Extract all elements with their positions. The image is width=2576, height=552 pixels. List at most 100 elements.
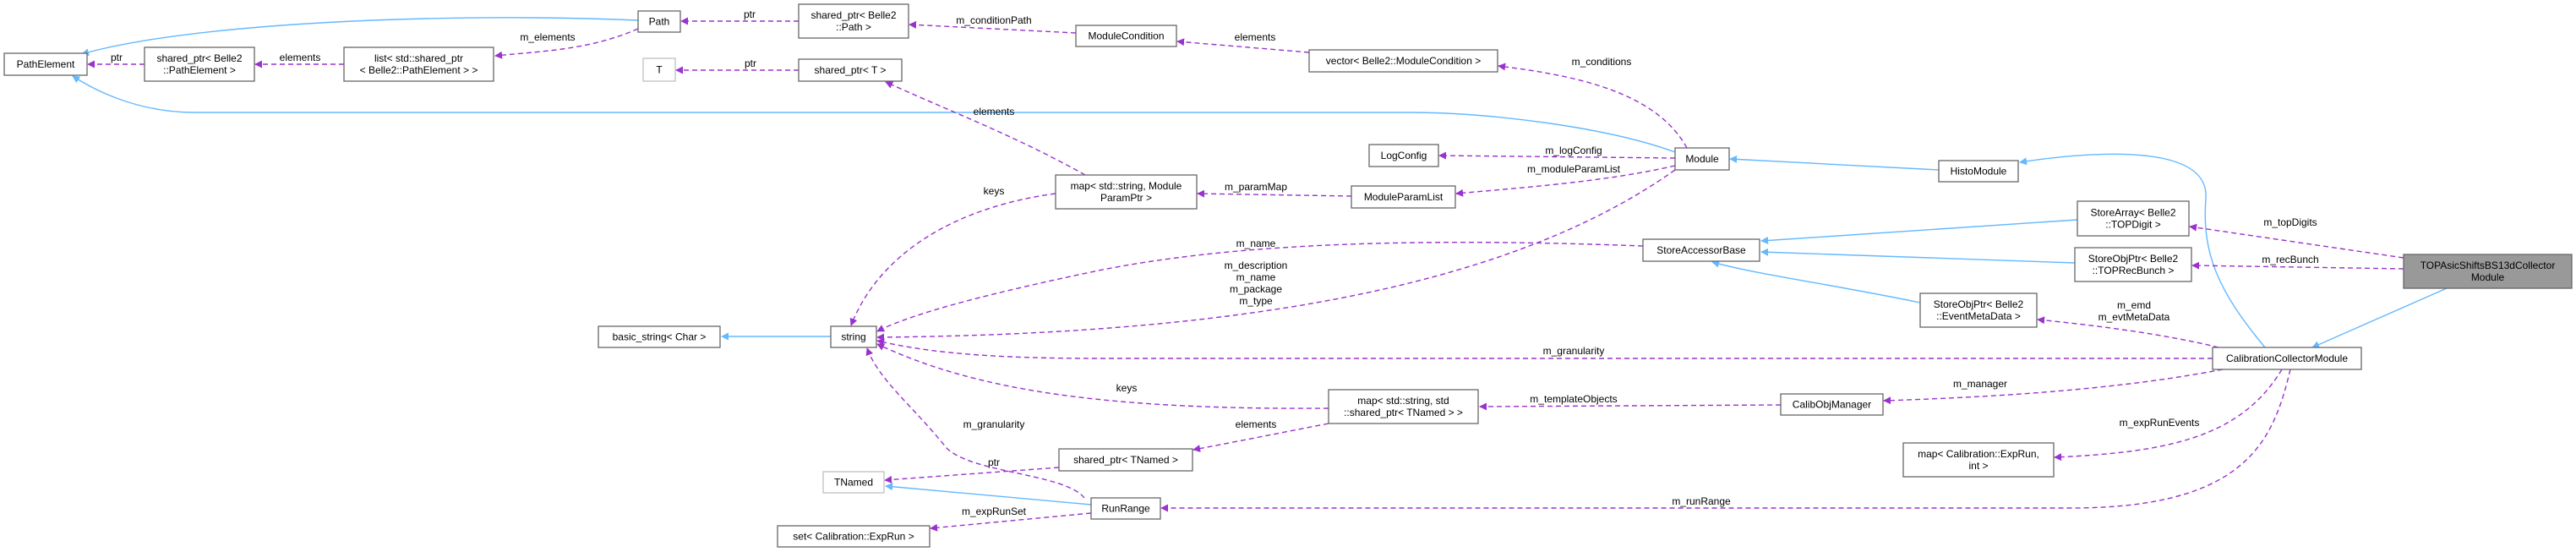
class-node-map-tnamed[interactable]: map< std::string, std::shared_ptr< TName… (1328, 389, 1479, 424)
usage-edge-vector-modulecondition-to-modulecondition (1176, 38, 1310, 53)
node-label: set< Calibration::ExpRun > (793, 531, 914, 543)
class-node-string[interactable]: string (830, 325, 877, 348)
class-node-pathelement[interactable]: PathElement (3, 52, 88, 76)
class-node-list-sp-pathelement[interactable]: list< std::shared_ptr< Belle2::PathEleme… (343, 46, 494, 82)
node-box (822, 471, 885, 494)
node-box (2403, 254, 2573, 289)
edge-label-line: ptr (111, 52, 123, 63)
node-box (598, 325, 721, 348)
inheritance-edge-module-to-pathelement (72, 75, 1676, 153)
class-node-module[interactable]: Module (1674, 147, 1730, 171)
edge-label-line: ptr (745, 57, 756, 69)
edge-label: m_manager (1953, 378, 2007, 390)
edge-label-line: m_expRunSet (962, 506, 1027, 517)
edge-label: m_logConfig (1545, 145, 1602, 156)
node-box (1919, 292, 2038, 328)
usage-edge-topasic-to-storearray-topdigit (2189, 223, 2404, 259)
node-box (1075, 25, 1177, 47)
node-box (1674, 147, 1730, 171)
usage-edge-runrange-to-set-exprun (930, 512, 1092, 532)
node-box (2212, 347, 2362, 370)
node-box (1351, 185, 1456, 209)
node-label: Module (1685, 153, 1719, 165)
edge-label-line: m_topDigits (2263, 216, 2317, 228)
edge-label: elements (974, 106, 1015, 118)
edge-label: m_topDigits (2263, 216, 2317, 228)
inheritance-edge-runrange-to-tnamed (885, 483, 1092, 506)
class-node-storearray-topdigit[interactable]: StoreArray< Belle2::TOPDigit > (2077, 200, 2190, 237)
node-label: StoreArray< Belle2 (2090, 207, 2175, 219)
class-node-sp-t[interactable]: shared_ptr< T > (798, 58, 903, 82)
class-node-sp-tnamed[interactable]: shared_ptr< TNamed > (1058, 448, 1193, 472)
usage-edge-module-to-logconfig (1438, 151, 1676, 160)
class-node-sp-path[interactable]: shared_ptr< Belle2::Path > (798, 3, 909, 39)
node-label: ::Path > (836, 21, 871, 33)
class-node-storeobjptr-eventmetadata[interactable]: StoreObjPtr< Belle2::EventMetaData > (1919, 292, 2038, 328)
edge-label: elements (1236, 418, 1277, 430)
class-node-tnamed[interactable]: TNamed (822, 471, 885, 494)
class-node-basicstring[interactable]: basic_string< Char > (598, 325, 721, 348)
class-node-storeaccessorbase[interactable]: StoreAccessorBase (1642, 238, 1760, 262)
class-node-storeobjptr-toprecbunch[interactable]: StoreObjPtr< Belle2::TOPRecBunch > (2074, 247, 2192, 282)
usage-edge-module-to-moduleparamlist (1455, 165, 1676, 197)
usage-edge-storeaccessorbase-to-string (876, 241, 1644, 332)
edge-label: m_moduleParamList (1527, 163, 1621, 175)
class-node-histomodule[interactable]: HistoModule (1938, 160, 2019, 183)
inheritance-edge-calibrationcollectormodule-to-histomodule (2019, 153, 2266, 348)
node-label: map< Calibration::ExpRun, (1918, 448, 2039, 460)
node-box (798, 3, 909, 39)
edge-label-line: m_conditions (1572, 56, 1632, 68)
usage-edge-runrange-to-string (865, 347, 1085, 499)
node-label: string (841, 331, 865, 343)
node-label: ParamPtr > (1100, 192, 1152, 204)
node-label: StoreObjPtr< Belle2 (2088, 253, 2179, 265)
edge-label: ptr (744, 8, 756, 20)
class-node-calibobjmanager[interactable]: CalibObjManager (1780, 393, 1884, 416)
edge-label-line: keys (1116, 382, 1138, 394)
class-node-t[interactable]: T (642, 57, 676, 82)
edge-label: m_templateObjects (1530, 393, 1617, 405)
class-node-path[interactable]: Path (637, 10, 681, 33)
node-box (1642, 238, 1760, 262)
class-node-modulecondition[interactable]: ModuleCondition (1075, 25, 1177, 47)
class-node-logconfig[interactable]: LogConfig (1368, 144, 1439, 167)
node-box (637, 10, 681, 33)
edge-label-line: m_runRange (1672, 495, 1731, 507)
edge-label: elements (280, 52, 321, 63)
node-label: shared_ptr< T > (815, 64, 887, 76)
edge-label-line: elements (1236, 418, 1277, 430)
node-box (1308, 49, 1498, 73)
edge-label-line: elements (974, 106, 1015, 118)
edge-label-line: m_granularity (1543, 345, 1605, 357)
class-node-moduleparamlist[interactable]: ModuleParamList (1351, 185, 1456, 209)
edge-label: m_paramMap (1225, 181, 1287, 193)
class-node-vector-modulecondition[interactable]: vector< Belle2::ModuleCondition > (1308, 49, 1498, 73)
usage-edge-calibrationcollectormodule-to-calibobjmanager (1883, 369, 2224, 405)
edge-label-line: m_paramMap (1225, 181, 1287, 193)
class-node-map-exprun-int[interactable]: map< Calibration::ExpRun,int > (1902, 442, 2055, 478)
class-node-runrange[interactable]: RunRange (1090, 497, 1161, 520)
edge-label: m_granularity (1543, 345, 1605, 357)
edge-label: m_description m_name m_package m_type (1225, 260, 1288, 307)
node-label: StoreAccessorBase (1656, 244, 1746, 256)
edge-label-line: m_expRunEvents (2120, 417, 2200, 429)
node-label: map< std::string, Module (1071, 180, 1182, 192)
edge-label: keys (1116, 382, 1138, 394)
node-label: ::TOPDigit > (2105, 219, 2160, 231)
node-label: TNamed (834, 477, 873, 489)
edge-label-line: m_type (1239, 295, 1273, 307)
edge-label: m_expRunEvents (2120, 417, 2200, 429)
edge-label-line: m_granularity (963, 418, 1025, 430)
class-node-sp-pathelement[interactable]: shared_ptr< Belle2::PathElement > (144, 46, 255, 82)
edge-label: keys (984, 185, 1005, 197)
node-box (144, 46, 255, 82)
edge-label-line: m_recBunch (2262, 254, 2318, 265)
class-node-set-exprun[interactable]: set< Calibration::ExpRun > (777, 525, 931, 548)
edge-label-line: m_name (1236, 271, 1276, 283)
edge-label-line: m_moduleParamList (1527, 163, 1621, 175)
class-node-calibrationcollectormodule[interactable]: CalibrationCollectorModule (2212, 347, 2362, 370)
inheritance-edge-storeobjptr-eventmetadata-to-storeaccessorbase (1711, 260, 1921, 303)
